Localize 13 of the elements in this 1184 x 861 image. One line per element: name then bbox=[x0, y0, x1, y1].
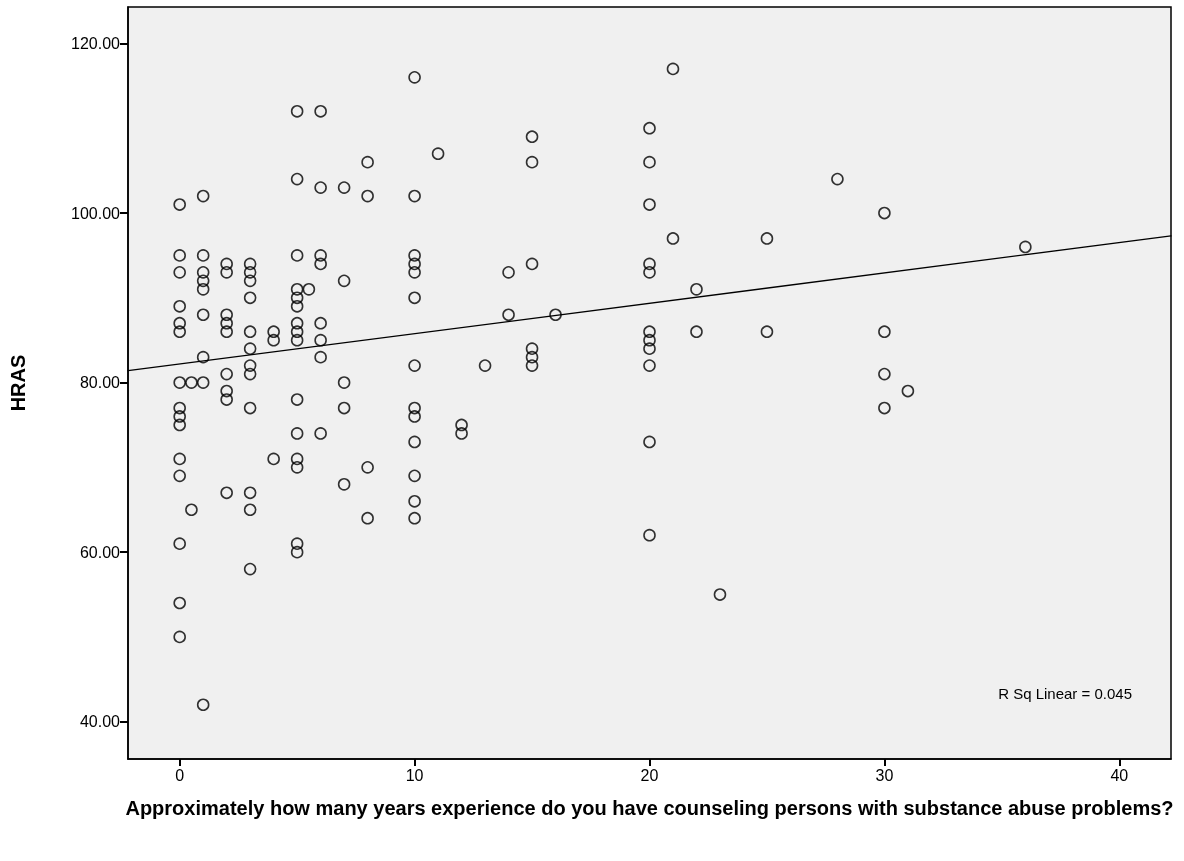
y-tick-label: 80.00 bbox=[79, 374, 121, 392]
y-tick-label: 120.00 bbox=[71, 34, 121, 52]
x-tick-label: 10 bbox=[405, 766, 424, 784]
x-axis-title: Approximately how many years experience do you have counseling persons with substance abuse problems? bbox=[125, 796, 1174, 819]
x-tick-label: 30 bbox=[875, 766, 894, 784]
x-tick-label: 20 bbox=[640, 766, 659, 784]
y-tick-label: 40.00 bbox=[79, 713, 121, 731]
x-tick-label: 0 bbox=[175, 766, 185, 784]
y-tick-label: 100.00 bbox=[71, 204, 121, 222]
annotation: R Sq Linear = 0.045 bbox=[998, 685, 1132, 702]
y-axis-title: HRAS bbox=[7, 354, 29, 412]
x-tick-label: 40 bbox=[1110, 766, 1129, 784]
y-tick-label: 60.00 bbox=[79, 543, 121, 561]
